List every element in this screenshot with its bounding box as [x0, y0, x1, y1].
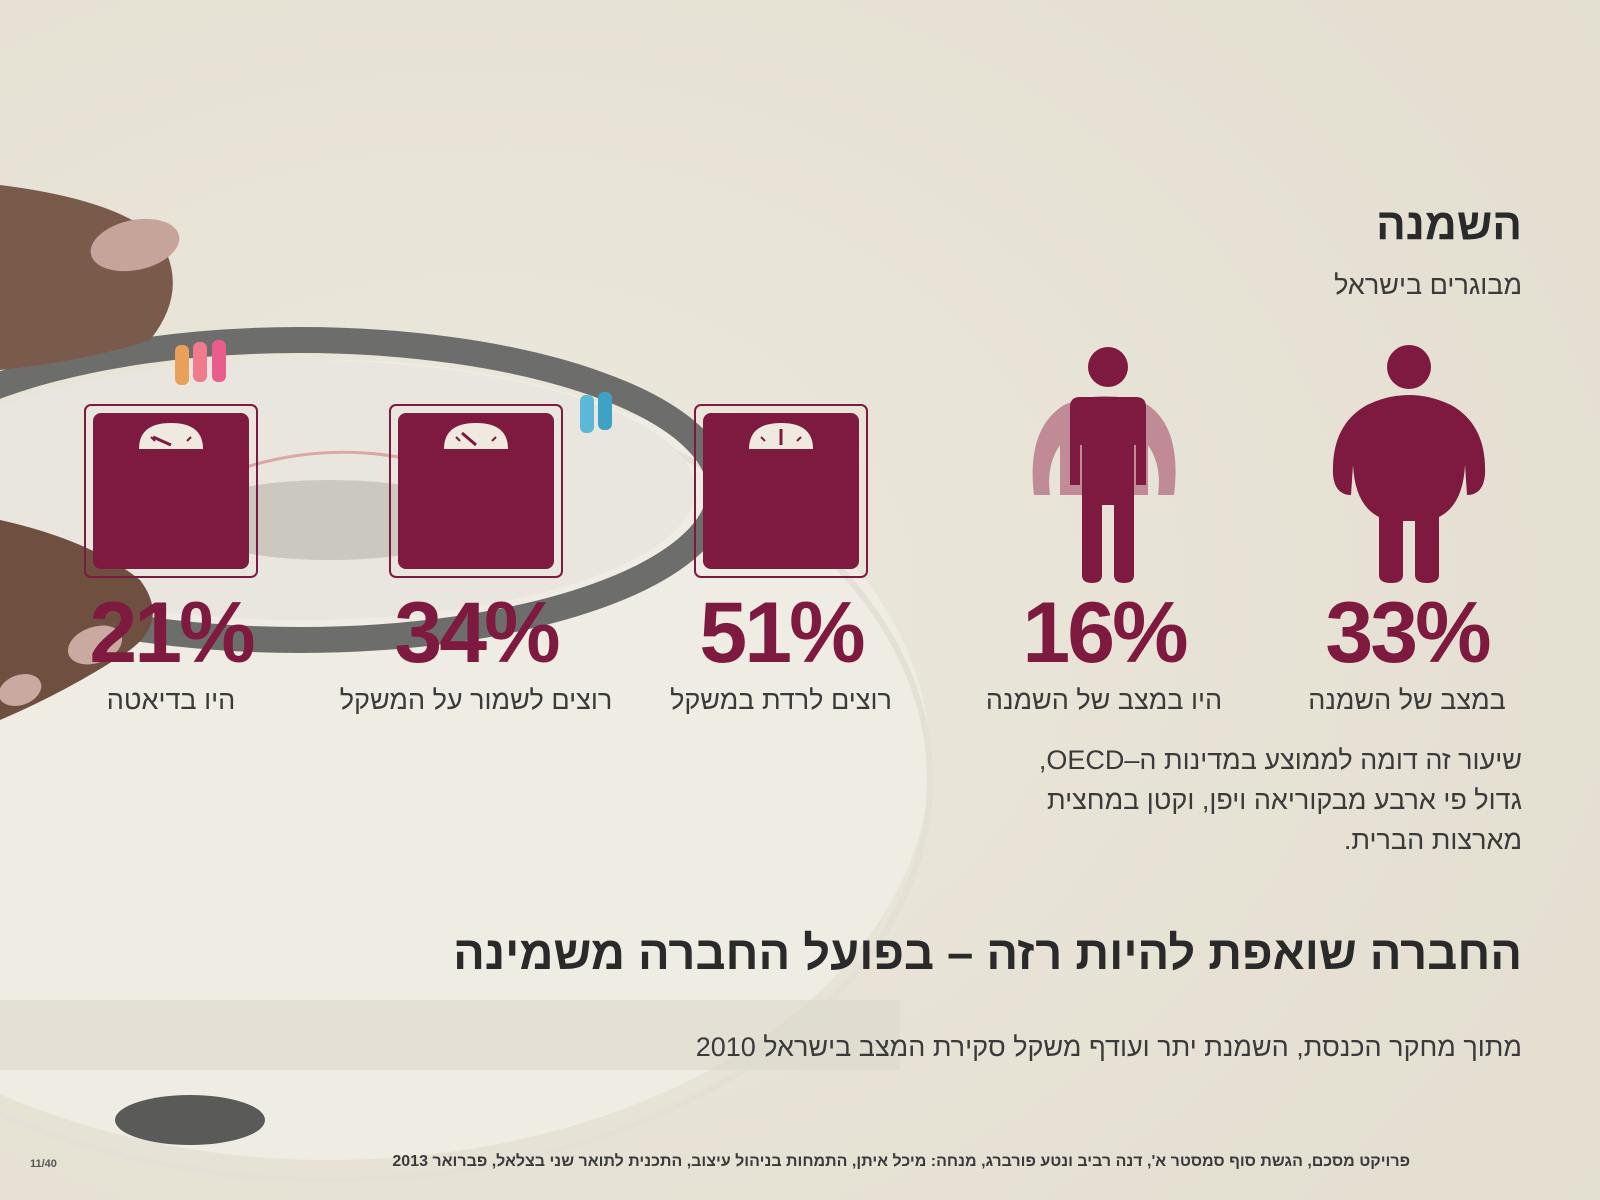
- stat-obese: 33% במצב של השמנה: [1292, 345, 1522, 715]
- stat-want-to-lose: 51% רוצים לרדת במשקל: [666, 345, 896, 715]
- stat-value: 16%: [1022, 585, 1188, 681]
- main-headline: החברה שואפת להיות רזה – בפועל החברה משמי…: [453, 926, 1522, 979]
- scale-icon: [389, 404, 563, 578]
- note-line: מארצות הברית.: [1343, 825, 1522, 855]
- stat-want-to-maintain: 34% רוצים לשמור על המשקל: [340, 345, 612, 715]
- person-shrinking-icon: [1032, 347, 1176, 583]
- note-line: גדול פי ארבע מבקוריאה ויפן, וקטן במחצית: [1046, 785, 1522, 815]
- scale-icon: [694, 404, 868, 578]
- stat-caption: רוצים לשמור על המשקל: [339, 685, 613, 715]
- footer-credits: פרויקט מסכם, הגשת סוף סמסטר א', דנה רביב…: [392, 1153, 1410, 1170]
- stat-caption: רוצים לרדת במשקל: [670, 685, 892, 715]
- page-number: 11/40: [30, 1158, 57, 1170]
- stat-caption: במצב של השמנה: [1308, 685, 1506, 715]
- stat-value: 21%: [89, 585, 255, 681]
- page-title: השמנה: [1376, 200, 1522, 249]
- obese-person-icon: [1332, 345, 1486, 583]
- scale-icon: [84, 404, 258, 578]
- page-subtitle: מבוגרים בישראל: [1334, 270, 1522, 300]
- stat-value: 51%: [699, 585, 865, 681]
- stat-caption: היו במצב של השמנה: [985, 685, 1223, 715]
- stat-were-obese: 16% היו במצב של השמנה: [986, 345, 1222, 715]
- source-citation: מתוך מחקר הכנסת, השמנת יתר ועודף משקל סק…: [695, 1032, 1522, 1062]
- stat-were-on-diet: 21% היו בדיאטה: [56, 345, 286, 715]
- note-line: שיעור זה דומה לממוצע במדינות ה–OECD,: [1038, 745, 1522, 775]
- stat-value: 33%: [1325, 585, 1491, 681]
- stat-caption: היו בדיאטה: [106, 685, 236, 715]
- oecd-comparison-note: שיעור זה דומה לממוצע במדינות ה–OECD, גדו…: [922, 740, 1522, 860]
- stat-value: 34%: [394, 585, 560, 681]
